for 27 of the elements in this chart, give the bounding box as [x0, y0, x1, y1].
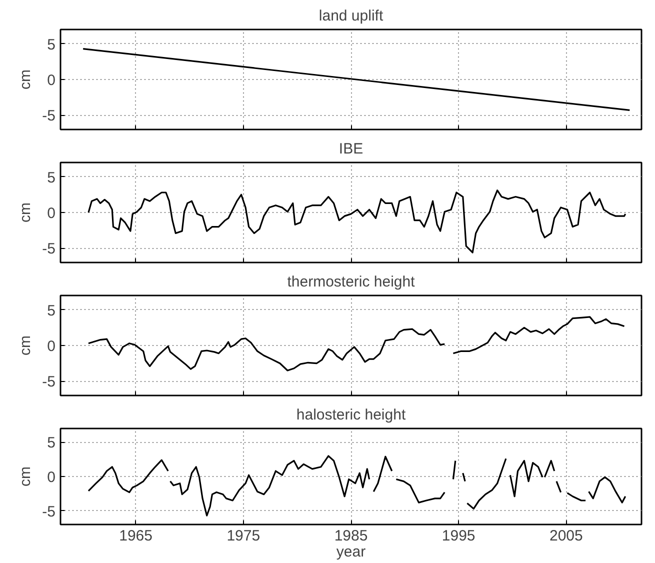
- chart-title: IBE: [338, 140, 364, 158]
- y-axis-title: cm: [17, 70, 34, 90]
- y-tick-label: 0: [47, 205, 56, 222]
- chart-title: thermosteric height: [287, 274, 416, 290]
- y-tick-label: -5: [42, 108, 56, 125]
- y-tick-label: 0: [47, 469, 56, 486]
- y-tick-label: 5: [47, 434, 56, 452]
- y-tick-label: -5: [42, 240, 56, 258]
- line-series: [88, 190, 626, 254]
- y-tick-label: 0: [47, 338, 56, 355]
- x-tick-label: 1985: [334, 528, 368, 544]
- x-axis-title: year: [336, 544, 366, 560]
- y-tick-label: 5: [47, 302, 56, 320]
- y-tick-label: -5: [42, 374, 56, 391]
- x-tick-label: 1995: [442, 528, 476, 544]
- y-axis-title: cm: [17, 466, 34, 486]
- y-axis-title: cm: [17, 336, 34, 356]
- y-axis-title: cm: [17, 202, 34, 222]
- chart-title: halosteric height: [296, 406, 406, 424]
- y-tick-label: 5: [47, 169, 56, 186]
- x-tick-label: 1975: [226, 528, 260, 544]
- y-tick-label: 5: [47, 36, 56, 54]
- y-tick-label: -5: [42, 503, 56, 520]
- chart-title: land uplift: [318, 8, 384, 24]
- x-tick-label: 2005: [550, 528, 583, 544]
- x-tick-label: 1965: [119, 528, 153, 544]
- y-tick-label: 0: [47, 72, 56, 89]
